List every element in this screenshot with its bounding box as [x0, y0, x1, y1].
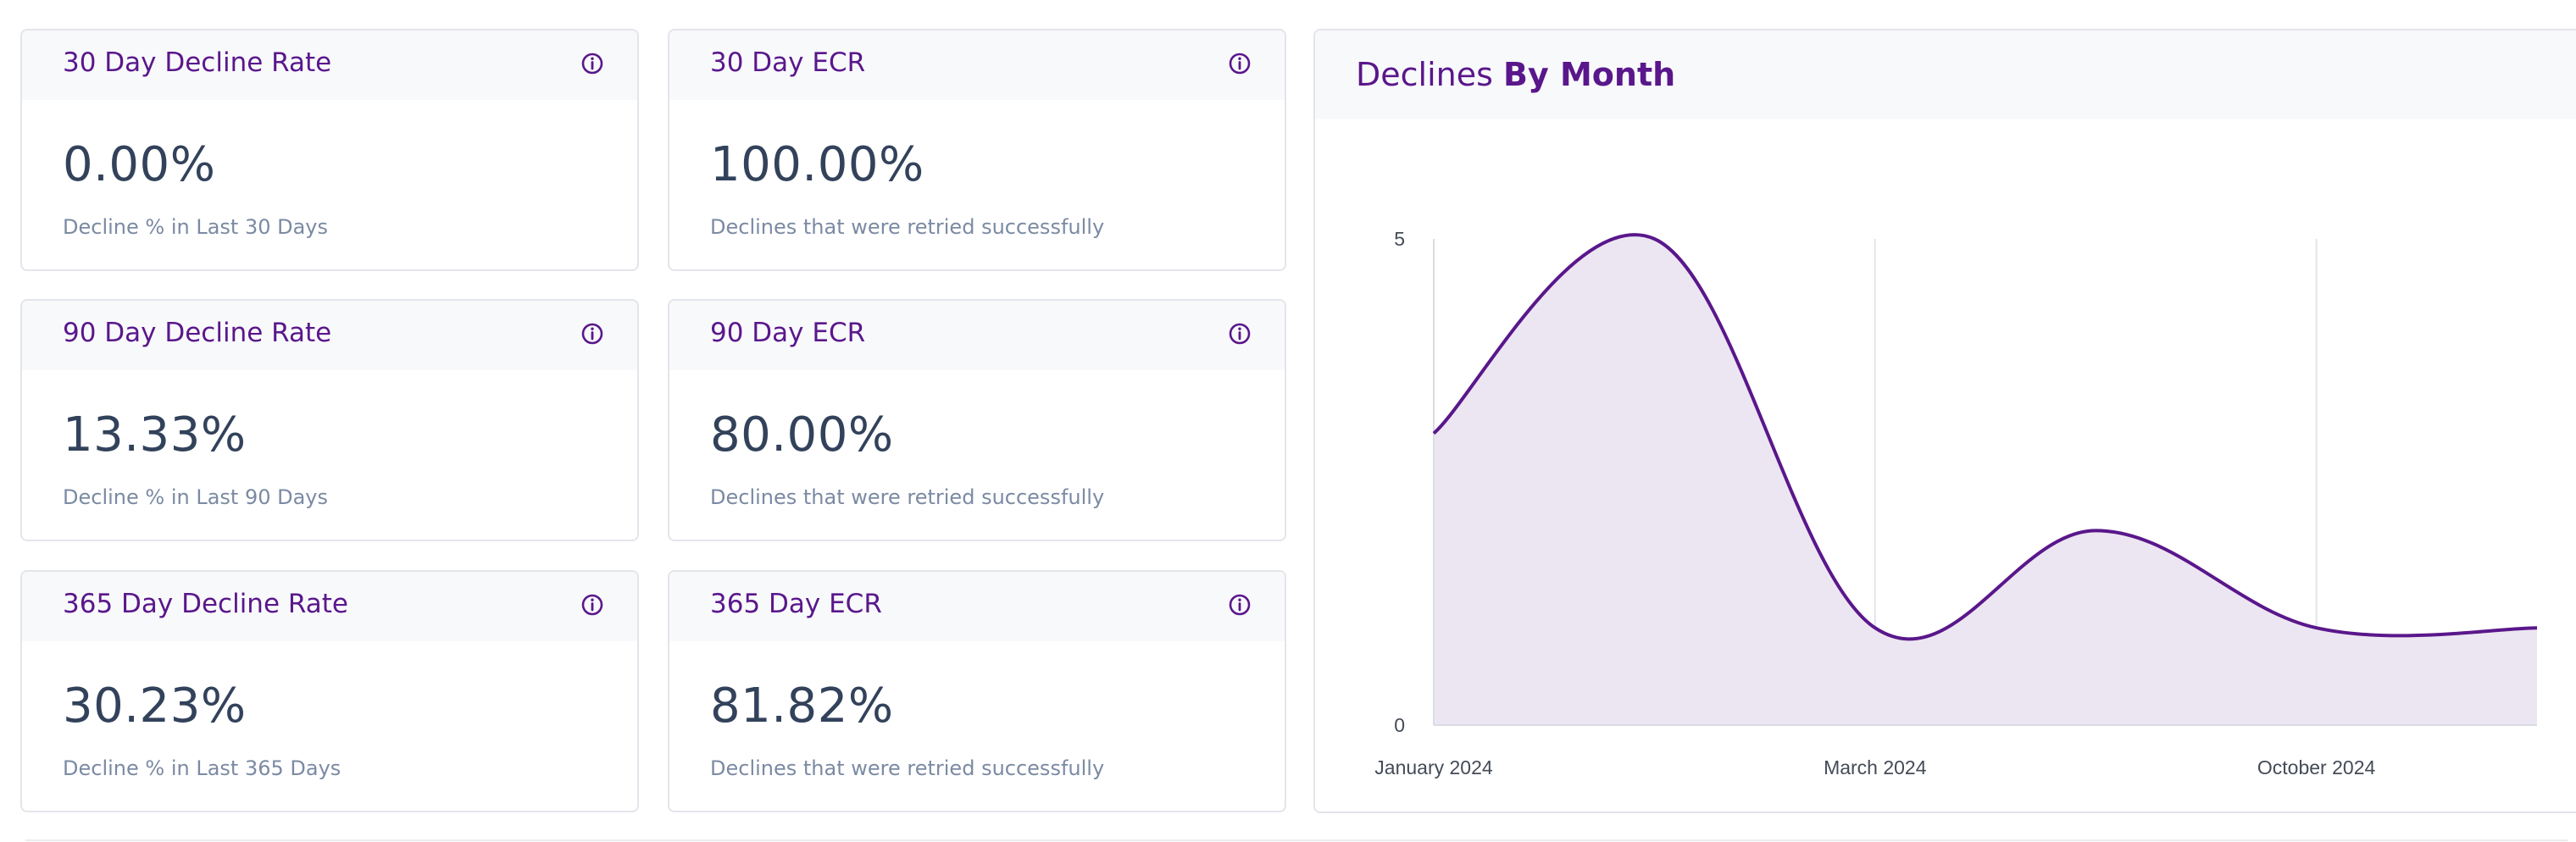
series-area — [1434, 235, 2537, 725]
metric-value: 0.00% — [63, 137, 216, 192]
metric-subtitle: Declines that were retried successfully — [710, 215, 1105, 239]
metric-subtitle: Decline % in Last 30 Days — [63, 215, 329, 239]
card-header: 30 Day ECR — [669, 30, 1285, 100]
divider — [25, 839, 2568, 841]
y-tick-label: 0 — [1394, 714, 1405, 736]
chart-title-prefix: Declines — [1356, 56, 1493, 93]
card-header: 30 Day Decline Rate — [22, 30, 637, 100]
card-title: 90 Day ECR — [710, 318, 866, 348]
card-title: 365 Day Decline Rate — [63, 589, 348, 619]
metric-value: 30.23% — [63, 679, 247, 734]
info-icon[interactable] — [1227, 321, 1252, 346]
y-tick-label: 5 — [1394, 228, 1405, 250]
info-icon[interactable] — [1227, 51, 1252, 76]
metric-card-30-day-ecr: 30 Day ECR 100.00% Declines that were re… — [668, 29, 1286, 271]
metric-card-365-day-decline-rate: 365 Day Decline Rate 30.23% Decline % in… — [20, 570, 639, 812]
info-icon[interactable] — [580, 51, 605, 76]
metric-subtitle: Declines that were retried successfully — [710, 485, 1105, 509]
metric-subtitle: Decline % in Last 365 Days — [63, 756, 341, 780]
metric-value: 80.00% — [710, 407, 894, 463]
chart-title-bold: By Month — [1503, 56, 1676, 93]
x-tick-label: October 2024 — [2257, 756, 2376, 778]
card-title: 30 Day ECR — [710, 47, 866, 78]
info-icon[interactable] — [1227, 592, 1252, 618]
x-tick-label: January 2024 — [1374, 756, 1493, 778]
x-tick-label: March 2024 — [1824, 756, 1927, 778]
info-icon[interactable] — [580, 321, 605, 346]
info-icon[interactable] — [580, 592, 605, 618]
declines-chart: 0 5 January 2024 March 2024 October 2024 — [1374, 228, 2538, 778]
metric-value: 100.00% — [710, 137, 924, 192]
card-title: 365 Day ECR — [710, 589, 882, 619]
chart-header: Declines By Month — [1315, 30, 2576, 119]
card-title: 30 Day Decline Rate — [63, 47, 332, 78]
metric-card-30-day-decline-rate: 30 Day Decline Rate 0.00% Decline % in L… — [20, 29, 639, 271]
metric-card-90-day-ecr: 90 Day ECR 80.00% Declines that were ret… — [668, 299, 1286, 541]
metric-value: 13.33% — [63, 407, 247, 463]
chart-title: Declines By Month — [1356, 56, 1675, 93]
card-header: 90 Day Decline Rate — [22, 301, 637, 370]
metric-subtitle: Declines that were retried successfully — [710, 756, 1105, 780]
metric-card-90-day-decline-rate: 90 Day Decline Rate 13.33% Decline % in … — [20, 299, 639, 541]
declines-by-month-card: Declines By Month 0 5 January 2024 March 20… — [1313, 29, 2576, 813]
card-title: 90 Day Decline Rate — [63, 318, 332, 348]
card-header: 365 Day Decline Rate — [22, 572, 637, 641]
metric-value: 81.82% — [710, 679, 894, 734]
card-header: 365 Day ECR — [669, 572, 1285, 641]
metric-card-365-day-ecr: 365 Day ECR 81.82% Declines that were re… — [668, 570, 1286, 812]
card-header: 90 Day ECR — [669, 301, 1285, 370]
series-line — [1432, 233, 2538, 641]
metric-subtitle: Decline % in Last 90 Days — [63, 485, 329, 509]
